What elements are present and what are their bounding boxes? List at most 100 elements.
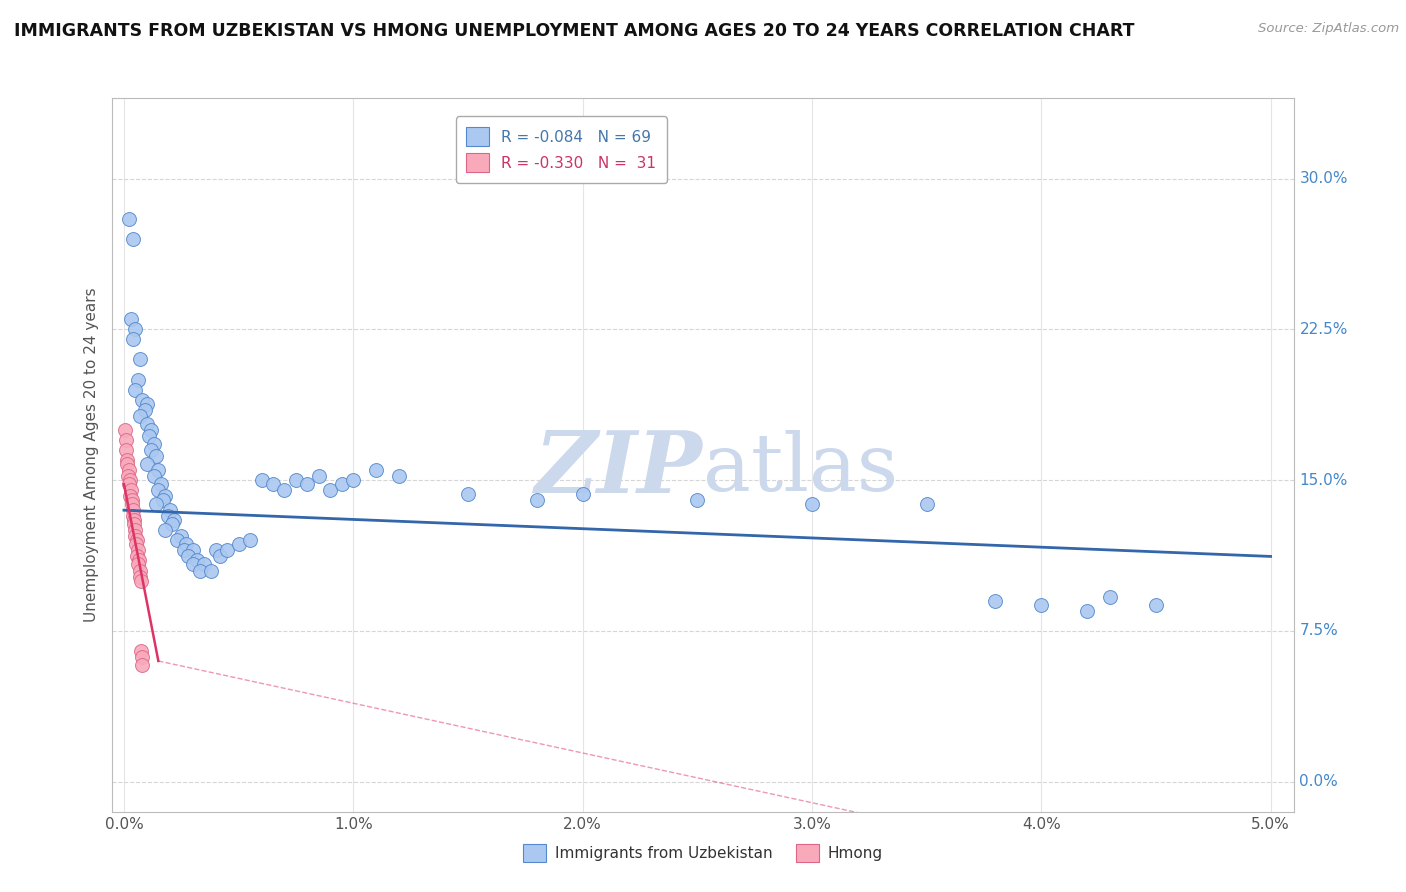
Text: Source: ZipAtlas.com: Source: ZipAtlas.com: [1258, 22, 1399, 36]
Point: [984, 593, 1007, 607]
Point: [239, 533, 262, 548]
Text: 7.5%: 7.5%: [1299, 624, 1339, 639]
Point: [127, 372, 149, 386]
Point: [228, 537, 250, 551]
Point: [141, 442, 163, 457]
Y-axis label: Unemployment Among Ages 20 to 24 years: Unemployment Among Ages 20 to 24 years: [84, 287, 100, 623]
Point: [526, 493, 548, 508]
Point: [117, 463, 139, 477]
Point: [127, 549, 149, 564]
Point: [800, 497, 823, 511]
Point: [129, 409, 152, 423]
Point: [319, 483, 342, 497]
Point: [129, 352, 152, 367]
Point: [200, 564, 222, 578]
Point: [120, 483, 142, 497]
Point: [129, 574, 152, 588]
Point: [1099, 590, 1122, 604]
Text: ZIP: ZIP: [536, 427, 703, 511]
Text: 22.5%: 22.5%: [1299, 322, 1348, 337]
Point: [124, 322, 146, 336]
Point: [122, 232, 145, 246]
Point: [284, 473, 307, 487]
Point: [273, 483, 295, 497]
Point: [181, 558, 204, 572]
Point: [217, 543, 239, 558]
Point: [186, 553, 208, 567]
Point: [114, 423, 136, 437]
Point: [131, 649, 153, 664]
Point: [1144, 598, 1167, 612]
Point: [134, 402, 156, 417]
Point: [155, 524, 177, 538]
Point: [149, 477, 172, 491]
Point: [262, 477, 284, 491]
Point: [120, 489, 142, 503]
Point: [127, 543, 149, 558]
Point: [135, 417, 157, 431]
Point: [188, 564, 211, 578]
Point: [128, 569, 150, 583]
Point: [117, 469, 139, 483]
Point: [121, 493, 143, 508]
Point: [142, 469, 165, 483]
Point: [457, 487, 479, 501]
Point: [330, 477, 353, 491]
Point: [366, 463, 388, 477]
Point: [124, 524, 146, 538]
Point: [115, 433, 138, 447]
Point: [571, 487, 593, 501]
Point: [155, 489, 177, 503]
Point: [250, 473, 273, 487]
Text: IMMIGRANTS FROM UZBEKISTAN VS HMONG UNEMPLOYMENT AMONG AGES 20 TO 24 YEARS CORRE: IMMIGRANTS FROM UZBEKISTAN VS HMONG UNEM…: [14, 22, 1135, 40]
Point: [122, 517, 145, 532]
Point: [138, 429, 160, 443]
Text: 15.0%: 15.0%: [1299, 473, 1348, 488]
Point: [166, 533, 188, 548]
Point: [181, 543, 204, 558]
Point: [148, 463, 170, 477]
Point: [152, 493, 174, 508]
Point: [174, 537, 197, 551]
Point: [117, 211, 139, 226]
Point: [125, 533, 148, 548]
Point: [122, 513, 145, 527]
Point: [129, 644, 152, 658]
Legend: Immigrants from Uzbekistan, Hmong: Immigrants from Uzbekistan, Hmong: [517, 838, 889, 868]
Point: [1031, 598, 1053, 612]
Point: [204, 543, 226, 558]
Point: [121, 497, 143, 511]
Point: [145, 449, 167, 463]
Point: [173, 543, 195, 558]
Point: [297, 477, 319, 491]
Point: [141, 423, 163, 437]
Point: [131, 657, 153, 672]
Point: [193, 558, 215, 572]
Point: [160, 517, 183, 532]
Point: [686, 493, 709, 508]
Point: [124, 529, 146, 543]
Point: [115, 457, 138, 471]
Point: [124, 383, 146, 397]
Point: [114, 442, 136, 457]
Point: [209, 549, 232, 564]
Point: [122, 332, 145, 346]
Text: atlas: atlas: [703, 430, 898, 508]
Point: [1076, 604, 1098, 618]
Point: [145, 497, 167, 511]
Point: [121, 509, 143, 524]
Point: [342, 473, 364, 487]
Point: [117, 453, 139, 467]
Point: [122, 503, 145, 517]
Point: [177, 549, 200, 564]
Point: [128, 553, 150, 567]
Point: [148, 483, 170, 497]
Point: [118, 477, 141, 491]
Point: [915, 497, 938, 511]
Point: [135, 397, 157, 411]
Point: [129, 564, 152, 578]
Point: [118, 473, 141, 487]
Point: [142, 437, 165, 451]
Point: [388, 469, 411, 483]
Point: [159, 503, 181, 517]
